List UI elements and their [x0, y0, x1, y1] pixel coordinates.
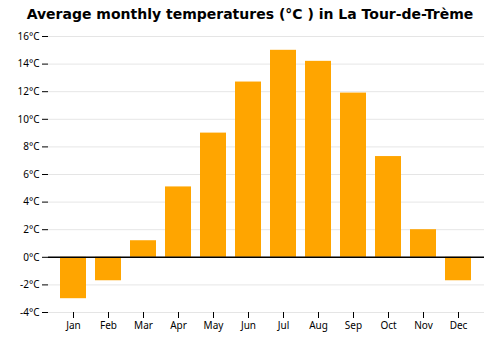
svg-text:Jun: Jun [240, 318, 256, 332]
svg-text:10°C: 10°C [17, 112, 40, 126]
svg-text:May: May [204, 318, 225, 332]
svg-text:Dec: Dec [450, 318, 468, 332]
svg-text:Jan: Jan [65, 318, 81, 332]
svg-text:Sep: Sep [345, 318, 362, 332]
svg-text:14°C: 14°C [17, 56, 40, 70]
svg-text:-2°C: -2°C [20, 277, 40, 291]
svg-text:8°C: 8°C [23, 139, 40, 153]
svg-text:Nov: Nov [414, 318, 433, 332]
svg-text:0°C: 0°C [23, 250, 40, 264]
svg-text:-4°C: -4°C [20, 305, 40, 319]
svg-text:12°C: 12°C [17, 84, 40, 98]
svg-text:Mar: Mar [134, 318, 153, 332]
svg-text:2°C: 2°C [23, 222, 40, 236]
svg-text:6°C: 6°C [23, 167, 40, 181]
svg-text:Jul: Jul [277, 318, 290, 332]
html-text:Average monthly temperatures (: Average monthly temperatures (°C ) in La… [26, 6, 474, 22]
svg-text:4°C: 4°C [23, 194, 40, 208]
svg-text:Feb: Feb [100, 318, 117, 332]
svg-text:16°C: 16°C [17, 29, 40, 43]
svg-text:Apr: Apr [170, 318, 187, 332]
svg-text:Oct: Oct [380, 318, 397, 332]
svg-text:Aug: Aug [309, 318, 328, 332]
